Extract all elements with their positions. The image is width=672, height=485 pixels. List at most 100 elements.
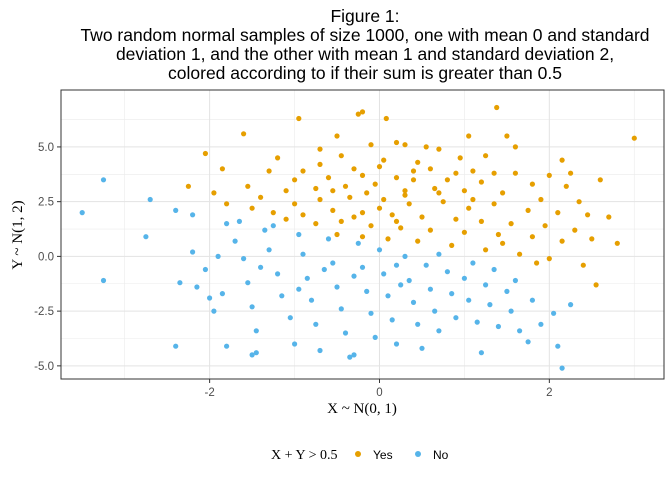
data-point-no [304, 275, 310, 281]
data-point-no [359, 264, 366, 270]
data-point-yes [512, 170, 519, 176]
data-point-no [321, 266, 327, 273]
data-point-yes [529, 234, 536, 240]
data-point-yes [313, 221, 319, 227]
x-axis-label: X ~ N(0, 1) [327, 401, 397, 417]
data-point-no [287, 315, 293, 321]
data-point-no [224, 343, 230, 349]
data-point-yes [300, 168, 306, 174]
data-point-yes [631, 135, 637, 141]
data-point-yes [359, 109, 366, 115]
data-point-yes [491, 170, 497, 176]
data-point-no [211, 308, 217, 314]
data-point-no [368, 310, 374, 316]
data-point-no [338, 306, 344, 312]
data-point-yes [427, 227, 433, 233]
data-point-yes [538, 196, 544, 203]
data-point-no [381, 271, 387, 277]
data-point-no [219, 291, 225, 297]
data-point-yes [185, 183, 191, 189]
data-point-yes [585, 212, 591, 218]
data-point-yes [555, 210, 561, 216]
data-point-yes [292, 177, 298, 183]
data-point-yes [275, 155, 281, 161]
data-point-yes [436, 146, 442, 152]
data-point-no [487, 302, 493, 308]
data-point-yes [202, 150, 208, 157]
data-point-no [173, 207, 179, 213]
data-point-no [202, 266, 208, 273]
data-point-yes [383, 115, 389, 122]
data-point-no [313, 321, 319, 327]
data-point-yes [517, 251, 523, 257]
data-point-yes [440, 199, 446, 205]
data-point-yes [453, 170, 459, 176]
data-point-yes [542, 223, 548, 229]
data-point-yes [529, 181, 536, 187]
data-point-yes [461, 188, 467, 194]
legend-label-no: No [433, 448, 449, 462]
data-point-yes [466, 205, 472, 211]
data-point-no [79, 210, 85, 216]
data-point-yes [355, 111, 361, 117]
data-point-yes [436, 190, 442, 196]
data-point-yes [338, 218, 344, 224]
data-point-no [427, 286, 433, 292]
data-point-no [325, 236, 332, 242]
data-point-no [402, 253, 408, 259]
data-point-yes [393, 218, 400, 224]
data-point-yes [419, 214, 425, 220]
title-line-3: deviation 1, and the other with mean 1 a… [116, 44, 614, 64]
data-point-no [300, 251, 306, 257]
data-point-yes [258, 194, 264, 200]
data-point-no [334, 284, 340, 290]
data-point-no [143, 234, 149, 240]
title-line-4: colored according to if their sum is gre… [168, 63, 562, 83]
data-point-yes [402, 142, 408, 148]
data-point-yes [376, 164, 383, 170]
data-point-no [389, 317, 395, 323]
data-point-no [436, 328, 442, 334]
data-point-yes [410, 168, 417, 174]
data-point-yes [342, 183, 349, 189]
data-point-yes [568, 170, 574, 176]
data-point-yes [534, 260, 540, 266]
data-point-yes [389, 212, 395, 218]
data-point-yes [296, 115, 302, 122]
data-point-no [415, 321, 421, 327]
legend-label-yes: Yes [373, 448, 393, 462]
data-point-yes [219, 166, 225, 172]
data-point-no [393, 341, 400, 347]
data-point-yes [432, 185, 438, 192]
data-point-no [224, 221, 230, 227]
data-point-yes [483, 247, 489, 253]
data-point-no [308, 297, 315, 303]
data-point-no [376, 247, 383, 253]
chart-title: Figure 1: Two random normal samples of s… [80, 6, 649, 83]
data-point-yes [504, 133, 510, 139]
data-point-yes [546, 172, 552, 178]
data-point-yes [270, 210, 276, 216]
data-point-yes [415, 238, 421, 244]
data-point-no [232, 238, 238, 244]
data-point-no [474, 319, 480, 325]
data-point-yes [292, 201, 298, 207]
data-point-no [525, 339, 531, 345]
title-line-1: Figure 1: [330, 6, 399, 26]
data-point-yes [423, 144, 429, 150]
data-point-no [508, 308, 514, 314]
data-point-no [241, 256, 247, 262]
data-point-no [292, 341, 298, 347]
major-gridlines [61, 90, 664, 379]
data-point-no [317, 347, 323, 354]
data-point-no [351, 352, 357, 358]
data-point-yes [381, 196, 387, 203]
data-point-yes [330, 188, 336, 194]
data-point-no [504, 288, 510, 294]
plot-border [60, 89, 665, 380]
data-point-yes [359, 234, 366, 240]
data-point-no [266, 247, 272, 253]
data-point-yes [325, 175, 332, 181]
data-point-yes [245, 183, 251, 189]
data-point-no [262, 227, 268, 233]
